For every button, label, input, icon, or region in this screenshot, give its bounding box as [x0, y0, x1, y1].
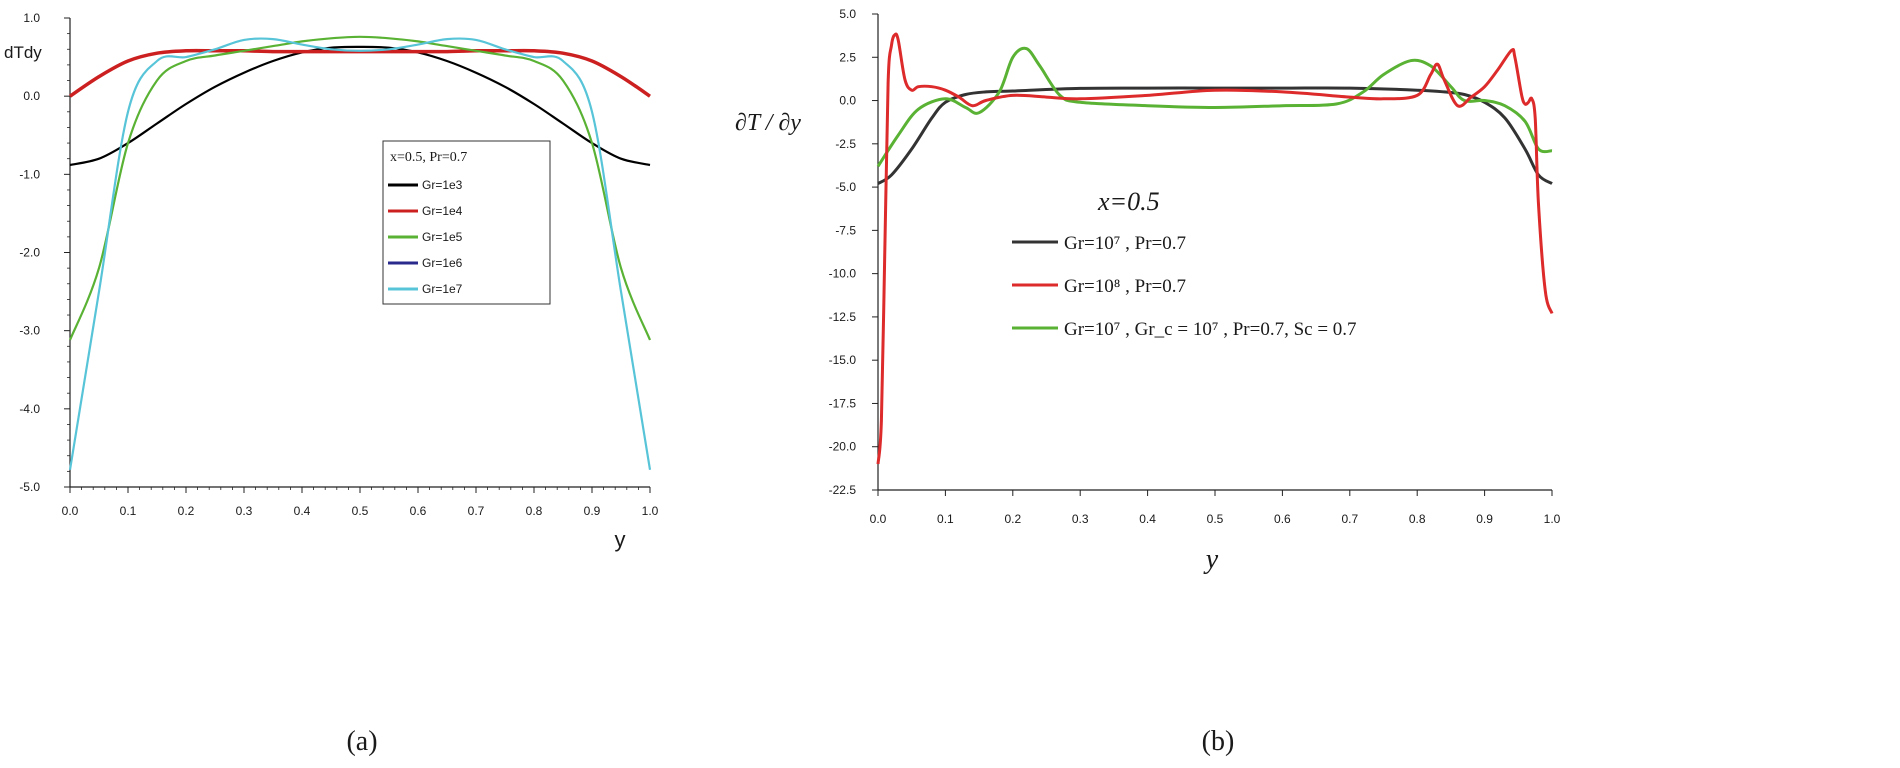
x-tick-label: 0.7	[468, 504, 485, 518]
series-line-gr-1e5	[68, 35, 652, 341]
x-tick-label: 0.5	[1207, 512, 1224, 526]
legend: x=0.5 Gr=10⁷ , Pr=0.7 Gr=10⁸ , Pr=0.7 Gr=10…	[1012, 187, 1357, 340]
y-tick-label: -22.5	[829, 483, 857, 497]
legend-title: x=0.5, Pr=0.7	[390, 150, 467, 165]
panel-b-chart: 5.0 2.5 0.0 -2.5 -5.0 -7.5 -10.0 -12.5 -15.0 -17.…	[735, 7, 1561, 757]
x-tick-label: 0.2	[1004, 512, 1021, 526]
panel-label: (b)	[1202, 726, 1235, 757]
x-tick-label: 0.3	[236, 504, 253, 518]
legend-entry: Gr=1e6	[422, 256, 463, 270]
y-tick-label: -5.0	[835, 180, 856, 194]
y-tick-label: 0.0	[23, 89, 40, 103]
legend-entry: Gr=1e3	[422, 178, 463, 192]
y-tick-label: -3.0	[19, 324, 40, 338]
y-tick-label: 5.0	[839, 7, 856, 21]
y-tick-label: -15.0	[829, 353, 857, 367]
series-line-3	[876, 46, 1553, 168]
legend-entry: Gr=1e7	[422, 282, 463, 296]
series-line-1	[877, 86, 1553, 185]
legend-entry: Gr=1e4	[422, 204, 463, 218]
x-tick-label: 0.8	[1409, 512, 1426, 526]
legend-box	[382, 140, 551, 305]
x-tick-label: 0.0	[870, 512, 887, 526]
y-tick-label: -12.5	[829, 310, 857, 324]
y-tick-label: -10.0	[829, 267, 857, 281]
y-tick-label: -5.0	[19, 480, 40, 494]
legend: x=0.5, Pr=0.7 Gr=1e3 Gr=1e4 Gr=1e5 Gr=1e6 Gr=…	[382, 140, 551, 305]
x-tick-label: 1.0	[642, 504, 659, 518]
x-tick-label: 0.4	[1139, 512, 1156, 526]
y-tick-label: -4.0	[19, 402, 40, 416]
x-tick-label: 0.0	[62, 504, 79, 518]
x-axis-label: y	[1203, 544, 1219, 575]
x-tick-label: 0.2	[178, 504, 195, 518]
legend-entry: Gr=10⁷ , Pr=0.7	[1064, 233, 1186, 254]
y-tick-label: -20.0	[829, 440, 857, 454]
x-tick-label: 0.6	[410, 504, 427, 518]
x-tick-label: 0.9	[584, 504, 601, 518]
x-tick-label: 0.6	[1274, 512, 1291, 526]
y-tick-label: 2.5	[839, 50, 856, 64]
y-tick-label: -2.0	[19, 246, 40, 260]
x-tick-label: 1.0	[1544, 512, 1561, 526]
series-line-2	[876, 32, 1554, 465]
legend-entry: Gr=10⁷ , Gr_c = 10⁷ , Pr=0.7, Sc = 0.7	[1064, 319, 1357, 340]
x-tick-label: 0.9	[1476, 512, 1493, 526]
x-tick-label: 0.3	[1072, 512, 1089, 526]
x-tick-label: 0.8	[526, 504, 543, 518]
x-tick-label: 0.7	[1341, 512, 1358, 526]
y-tick-label: -2.5	[835, 137, 856, 151]
legend-entry: Gr=10⁸ , Pr=0.7	[1064, 276, 1186, 297]
series-line-gr-1e7	[68, 37, 652, 470]
panel-label: (a)	[346, 726, 377, 757]
y-tick-label: 1.0	[23, 11, 40, 25]
x-tick-label: 0.4	[294, 504, 311, 518]
x-tick-label: 0.5	[352, 504, 369, 518]
x-tick-label: 0.1	[937, 512, 954, 526]
y-tick-label: -7.5	[835, 223, 856, 237]
y-tick-label: -17.5	[829, 396, 857, 410]
x-tick-label: 0.1	[120, 504, 137, 518]
series-line-gr-1e3	[69, 45, 651, 167]
y-tick-label: 0.0	[839, 94, 856, 108]
legend-entry: Gr=1e5	[422, 230, 463, 244]
panel-a-chart: 1.0 0.0 -1.0 -2.0 -3.0 -4.0 -5.0 0.0 0.1 0.2 0.3 0.…	[4, 11, 659, 757]
legend-title: x=0.5	[1097, 187, 1160, 216]
x-axis-label: y	[615, 527, 626, 552]
y-tick-label: -1.0	[19, 167, 40, 181]
y-axis-label: dTdy	[4, 43, 42, 62]
y-axis-label: ∂T / ∂y	[735, 110, 801, 136]
